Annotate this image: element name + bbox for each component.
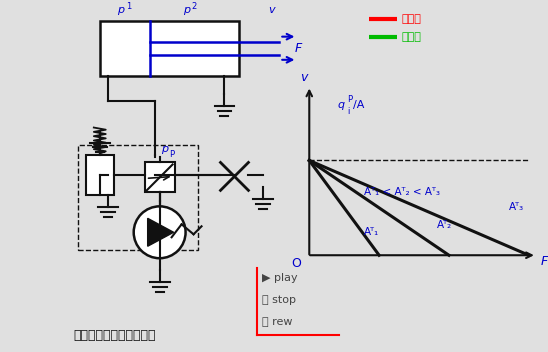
Text: /A: /A xyxy=(353,100,364,109)
Text: 1: 1 xyxy=(126,2,132,11)
Text: P: P xyxy=(347,95,352,103)
Text: v: v xyxy=(300,71,307,84)
Polygon shape xyxy=(147,218,174,246)
Text: Aᵀ₂: Aᵀ₂ xyxy=(437,220,452,230)
Bar xyxy=(78,145,197,250)
Bar xyxy=(100,21,239,76)
Text: O: O xyxy=(292,257,301,270)
Text: v: v xyxy=(268,5,275,15)
Text: p: p xyxy=(161,144,168,155)
Text: ⏮ rew: ⏮ rew xyxy=(262,317,293,327)
Text: 2: 2 xyxy=(192,2,197,11)
Text: p: p xyxy=(117,5,124,15)
Text: ⏺ stop: ⏺ stop xyxy=(262,295,296,305)
Text: p: p xyxy=(183,5,190,15)
Text: q: q xyxy=(337,100,344,109)
Text: Aᵀ₁ < Aᵀ₂ < Aᵀ₃: Aᵀ₁ < Aᵀ₂ < Aᵀ₃ xyxy=(364,187,440,197)
Circle shape xyxy=(134,206,186,258)
Bar xyxy=(145,163,175,193)
Text: ▶ play: ▶ play xyxy=(262,273,298,283)
Text: F: F xyxy=(541,255,548,268)
Text: 节流阀旁路节流调速回路: 节流阀旁路节流调速回路 xyxy=(73,328,156,341)
Bar xyxy=(86,156,114,195)
Text: 进油路: 进油路 xyxy=(401,14,421,24)
Text: P: P xyxy=(169,150,174,159)
Text: Aᵀ₃: Aᵀ₃ xyxy=(509,202,524,212)
Text: F: F xyxy=(294,42,301,55)
Text: i: i xyxy=(347,107,350,115)
Text: Aᵀ₁: Aᵀ₁ xyxy=(364,227,379,237)
Text: 回油路: 回油路 xyxy=(401,32,421,42)
